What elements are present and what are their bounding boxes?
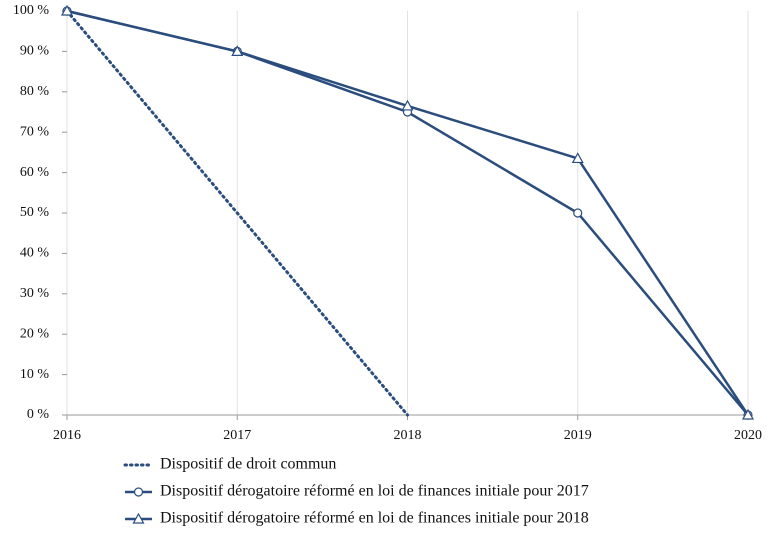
x-tick-label: 2020 xyxy=(734,428,762,443)
x-tick-label: 2016 xyxy=(53,428,81,443)
y-tick-label: 10 % xyxy=(20,367,50,382)
y-tick-label: 40 % xyxy=(20,246,50,261)
legend-label: Dispositif de droit commun xyxy=(160,456,336,473)
marker xyxy=(401,99,414,111)
y-tick-label: 30 % xyxy=(20,286,50,301)
marker xyxy=(741,408,755,420)
y-tick-label: 80 % xyxy=(20,84,50,99)
y-tick-label: 20 % xyxy=(20,326,50,341)
marker xyxy=(231,45,244,56)
y-tick-label: 0 % xyxy=(27,407,50,422)
x-tick-label: 2017 xyxy=(223,428,251,443)
y-tick-label: 100 % xyxy=(13,3,50,18)
marker xyxy=(133,487,144,497)
marker xyxy=(571,152,584,164)
legend-label: Dispositif dérogatoire réformé en loi de… xyxy=(160,510,589,527)
y-tick-label: 60 % xyxy=(20,165,50,180)
series-line xyxy=(65,9,409,417)
marker xyxy=(573,208,583,218)
y-tick-label: 90 % xyxy=(20,44,50,59)
y-tick-label: 50 % xyxy=(20,205,50,220)
x-tick-label: 2018 xyxy=(394,428,422,443)
marker xyxy=(60,4,74,16)
x-tick-label: 2019 xyxy=(564,428,592,443)
marker xyxy=(132,512,145,524)
y-tick-label: 70 % xyxy=(20,124,50,139)
legend-label: Dispositif dérogatoire réformé en loi de… xyxy=(160,483,589,500)
